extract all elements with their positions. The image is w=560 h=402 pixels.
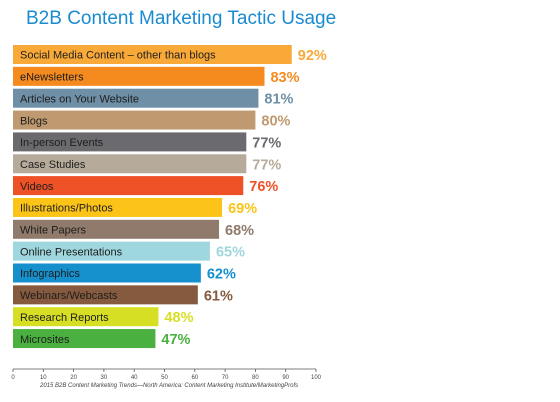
bar-value-label: 77% <box>252 157 281 173</box>
bar-value-label: 65% <box>216 245 245 261</box>
bar <box>13 329 156 349</box>
bar <box>13 307 159 327</box>
bar-value-label: 48% <box>164 310 193 326</box>
bar <box>13 241 210 261</box>
bar <box>13 88 259 108</box>
x-axis: 0 10 20 30 40 50 60 70 80 90 100 <box>11 368 322 380</box>
bar-category-label: eNewsletters <box>20 72 84 84</box>
bar-category-label: Research Reports <box>20 312 109 324</box>
bar-category-label: Illustrations/Photos <box>20 203 113 215</box>
bar-category-label: Online Presentations <box>20 246 123 258</box>
x-tick-label: 100 <box>311 375 322 380</box>
bar-value-label: 81% <box>264 92 293 108</box>
bar-value-label: 47% <box>161 332 190 348</box>
bar <box>13 132 247 152</box>
bar-value-label: 68% <box>225 223 254 239</box>
bar-category-label: In-person Events <box>20 137 104 149</box>
bar-chart: Social Media Content – other than blogs 9… <box>11 45 327 380</box>
bar <box>13 154 247 174</box>
bar-category-label: White Papers <box>20 225 87 237</box>
x-tick-label: 90 <box>282 375 289 380</box>
bar-value-label: 69% <box>228 201 257 217</box>
bar-category-label: Webinars/Webcasts <box>20 290 118 302</box>
bar-value-label: 76% <box>249 179 278 195</box>
source-note: 2015 B2B Content Marketing Trends—North … <box>40 383 299 389</box>
x-tick-label: 50 <box>161 375 168 380</box>
bar <box>13 197 223 217</box>
bar-value-label: 83% <box>270 70 299 86</box>
bars-group: Social Media Content – other than blogs 9… <box>13 45 327 349</box>
bar-category-label: Social Media Content – other than blogs <box>20 50 216 62</box>
x-tick-label: 20 <box>70 375 77 380</box>
bar <box>13 263 201 283</box>
chart-title: B2B Content Marketing Tactic Usage <box>26 8 337 29</box>
bar <box>13 66 265 86</box>
x-tick-label: 0 <box>11 375 15 380</box>
bar-category-label: Case Studies <box>20 159 86 171</box>
x-tick-label: 30 <box>101 375 108 380</box>
bar <box>13 45 292 64</box>
bar-category-label: Blogs <box>20 115 48 127</box>
x-tick-label: 10 <box>40 375 47 380</box>
bar-value-label: 61% <box>204 288 233 304</box>
bar-category-label: Videos <box>20 181 54 193</box>
bar-value-label: 92% <box>298 48 327 64</box>
bar <box>13 176 244 196</box>
bar-value-label: 62% <box>207 267 236 283</box>
x-tick-label: 80 <box>252 375 259 380</box>
x-tick-label: 70 <box>222 375 229 380</box>
bar-value-label: 80% <box>261 114 290 130</box>
bar <box>13 219 220 239</box>
x-tick-label: 40 <box>131 375 138 380</box>
x-tick-label: 60 <box>191 375 198 380</box>
bar-category-label: Microsites <box>20 334 70 346</box>
bar-category-label: Infographics <box>20 268 80 280</box>
bar-value-label: 77% <box>252 135 281 151</box>
bar <box>13 285 198 305</box>
bar <box>13 110 256 130</box>
bar-category-label: Articles on Your Website <box>20 93 139 105</box>
